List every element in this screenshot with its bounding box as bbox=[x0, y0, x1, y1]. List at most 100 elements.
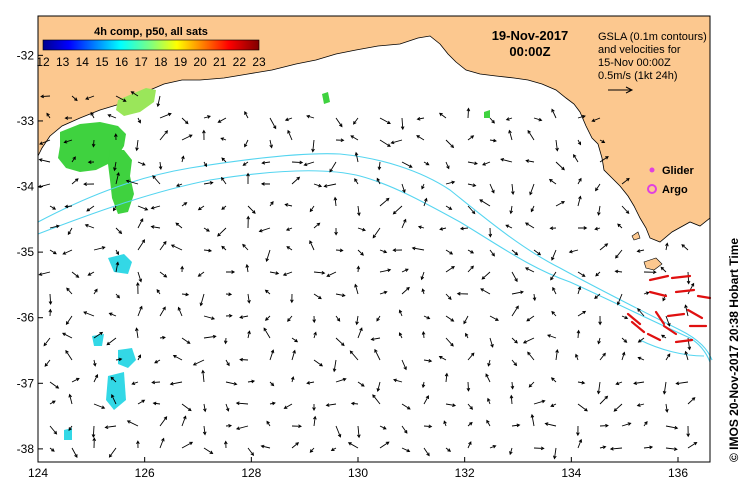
velocity-arrow bbox=[379, 117, 391, 124]
velocity-arrow bbox=[197, 271, 205, 277]
velocity-arrow bbox=[379, 197, 390, 207]
velocity-arrow bbox=[423, 424, 433, 429]
velocity-arrow bbox=[333, 196, 338, 207]
velocity-arrow bbox=[357, 327, 363, 339]
velocity-arrow bbox=[203, 227, 210, 232]
velocity-arrow bbox=[443, 420, 447, 427]
velocity-arrow bbox=[309, 205, 315, 213]
velocity-arrow bbox=[533, 249, 542, 256]
velocity-arrow bbox=[617, 223, 623, 229]
velocity-arrow bbox=[325, 403, 337, 407]
velocity-arrow bbox=[548, 178, 557, 185]
velocity-arrow bbox=[287, 315, 293, 322]
velocity-arrow bbox=[372, 227, 381, 239]
velocity-arrow bbox=[553, 447, 557, 460]
velocity-arrow bbox=[552, 286, 557, 295]
velocity-arrow bbox=[44, 359, 51, 367]
velocity-arrow bbox=[246, 172, 250, 185]
velocity-arrow bbox=[313, 331, 317, 339]
velocity-arrow bbox=[445, 337, 454, 347]
velocity-arrow bbox=[482, 161, 491, 166]
velocity-arrow bbox=[239, 315, 249, 319]
velocity-arrow bbox=[135, 327, 139, 339]
velocity-arrow bbox=[309, 240, 315, 251]
argo-label: Argo bbox=[662, 184, 688, 196]
velocity-arrow bbox=[291, 349, 296, 361]
velocity-arrow bbox=[665, 315, 671, 327]
velocity-arrow bbox=[598, 315, 602, 326]
colorbar-gradient bbox=[42, 39, 260, 51]
velocity-arrow bbox=[379, 139, 391, 147]
colorbar-label: 19 bbox=[174, 55, 188, 69]
velocity-arrow bbox=[595, 183, 601, 192]
velocity-arrow bbox=[500, 158, 513, 163]
velocity-arrow bbox=[291, 442, 300, 449]
velocity-arrow bbox=[530, 413, 535, 427]
velocity-arrow bbox=[247, 330, 251, 339]
velocity-arrow bbox=[334, 227, 338, 236]
velocity-arrow bbox=[159, 112, 172, 119]
velocity-arrow bbox=[439, 112, 447, 119]
velocity-arrow bbox=[467, 183, 477, 187]
velocity-arrow bbox=[202, 129, 206, 141]
velocity-arrow bbox=[621, 177, 630, 185]
velocity-arrow bbox=[577, 403, 588, 412]
velocity-arrow bbox=[665, 425, 679, 430]
velocity-arrow bbox=[487, 359, 491, 367]
velocity-arrow bbox=[260, 444, 271, 449]
velocity-arrow bbox=[91, 425, 96, 438]
velocity-arrow bbox=[636, 403, 645, 407]
velocity-arrow bbox=[400, 117, 405, 131]
velocity-arrow bbox=[660, 334, 667, 339]
velocity-arrow bbox=[372, 394, 381, 405]
lat-tick-label: -32 bbox=[17, 48, 35, 62]
velocity-arrow bbox=[151, 380, 161, 385]
velocity-arrow bbox=[445, 161, 450, 170]
velocity-arrow bbox=[445, 249, 454, 255]
velocity-arrow bbox=[64, 204, 73, 209]
velocity-arrow bbox=[247, 205, 256, 214]
lon-tick-label: 124 bbox=[28, 466, 48, 480]
velocity-arrow bbox=[152, 401, 161, 406]
velocity-arrow bbox=[326, 271, 337, 277]
velocity-arrow bbox=[356, 265, 361, 273]
colorbar-label: 16 bbox=[115, 55, 129, 69]
velocity-arrow bbox=[401, 286, 410, 295]
velocity-arrow bbox=[528, 381, 535, 388]
lat-tick-label: -37 bbox=[17, 376, 35, 390]
velocity-arrow bbox=[137, 271, 143, 283]
credit-text: © IMOS 20-Nov-2017 20:38 Hobart Time bbox=[727, 238, 741, 462]
velocity-arrow bbox=[555, 139, 559, 152]
velocity-arrow bbox=[594, 293, 601, 299]
velocity-arrow bbox=[113, 161, 117, 172]
velocity-arrow bbox=[376, 315, 381, 322]
lon-tick-label: 130 bbox=[348, 466, 368, 480]
lon-tick-label: 134 bbox=[561, 466, 581, 480]
velocity-arrow bbox=[49, 447, 55, 452]
velocity-arrow bbox=[335, 138, 345, 143]
velocity-arrow bbox=[313, 415, 317, 427]
velocity-arrow bbox=[269, 117, 277, 130]
velocity-arrow bbox=[313, 222, 321, 229]
velocity-arrow bbox=[306, 114, 315, 119]
velocity-arrow bbox=[350, 135, 359, 141]
velocity-arrow bbox=[551, 108, 557, 119]
velocity-arrow bbox=[416, 116, 425, 121]
velocity-arrow bbox=[217, 117, 227, 123]
velocity-arrow bbox=[547, 334, 557, 339]
velocity-arrow bbox=[283, 403, 293, 409]
velocity-arrow bbox=[599, 243, 609, 251]
velocity-arrow bbox=[181, 415, 187, 427]
velocity-arrow bbox=[665, 403, 669, 413]
velocity-arrow bbox=[290, 293, 294, 304]
velocity-arrow bbox=[266, 420, 271, 427]
velocity-arrow bbox=[287, 129, 293, 141]
velocity-arrow bbox=[137, 161, 146, 166]
velocity-arrow bbox=[65, 349, 73, 361]
velocity-arrow bbox=[217, 227, 227, 237]
lon-tick-label: 126 bbox=[135, 466, 155, 480]
lon-tick-label: 132 bbox=[455, 466, 475, 480]
colorbar-label: 22 bbox=[233, 55, 247, 69]
velocity-arrow bbox=[86, 205, 95, 212]
velocity-arrow bbox=[621, 351, 626, 361]
